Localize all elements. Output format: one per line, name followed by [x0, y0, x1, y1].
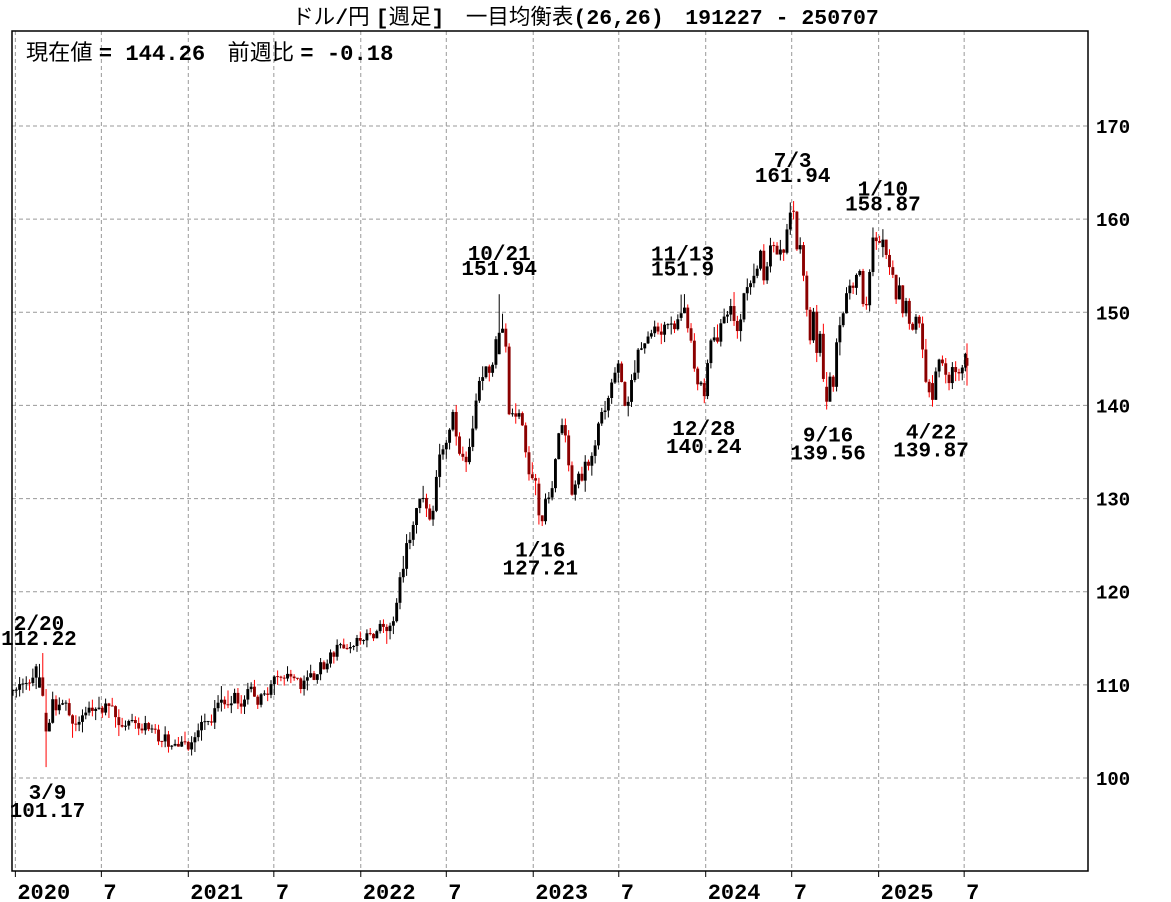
svg-text:158.87: 158.87	[845, 195, 921, 218]
svg-text:130: 130	[1096, 490, 1130, 512]
svg-text:139.56: 139.56	[790, 444, 866, 467]
svg-text:7: 7	[621, 881, 634, 902]
svg-text:2023: 2023	[535, 881, 588, 902]
svg-text:7: 7	[966, 881, 979, 902]
svg-text:7: 7	[276, 881, 289, 902]
svg-text:140.24: 140.24	[666, 437, 742, 460]
svg-text:161.94: 161.94	[755, 166, 831, 189]
svg-text:170: 170	[1096, 117, 1130, 139]
svg-text:2025: 2025	[881, 881, 934, 902]
svg-text:160: 160	[1096, 210, 1130, 232]
svg-text:7: 7	[794, 881, 807, 902]
svg-text:127.21: 127.21	[503, 559, 579, 582]
svg-text:150: 150	[1096, 303, 1130, 325]
svg-text:120: 120	[1096, 583, 1130, 605]
svg-text:151.94: 151.94	[461, 259, 537, 282]
svg-text:7: 7	[448, 881, 461, 902]
svg-text:2020: 2020	[17, 881, 70, 902]
svg-text:140: 140	[1096, 396, 1130, 418]
svg-text:139.87: 139.87	[893, 441, 969, 464]
svg-text:151.9: 151.9	[651, 260, 714, 283]
svg-text:2022: 2022	[363, 881, 416, 902]
svg-text:100: 100	[1096, 769, 1130, 791]
svg-text:112.22: 112.22	[1, 629, 77, 652]
svg-text:2021: 2021	[190, 881, 243, 902]
svg-text:101.17: 101.17	[10, 801, 86, 824]
svg-text:7: 7	[103, 881, 116, 902]
svg-text:110: 110	[1096, 676, 1130, 698]
svg-text:2024: 2024	[708, 881, 761, 902]
